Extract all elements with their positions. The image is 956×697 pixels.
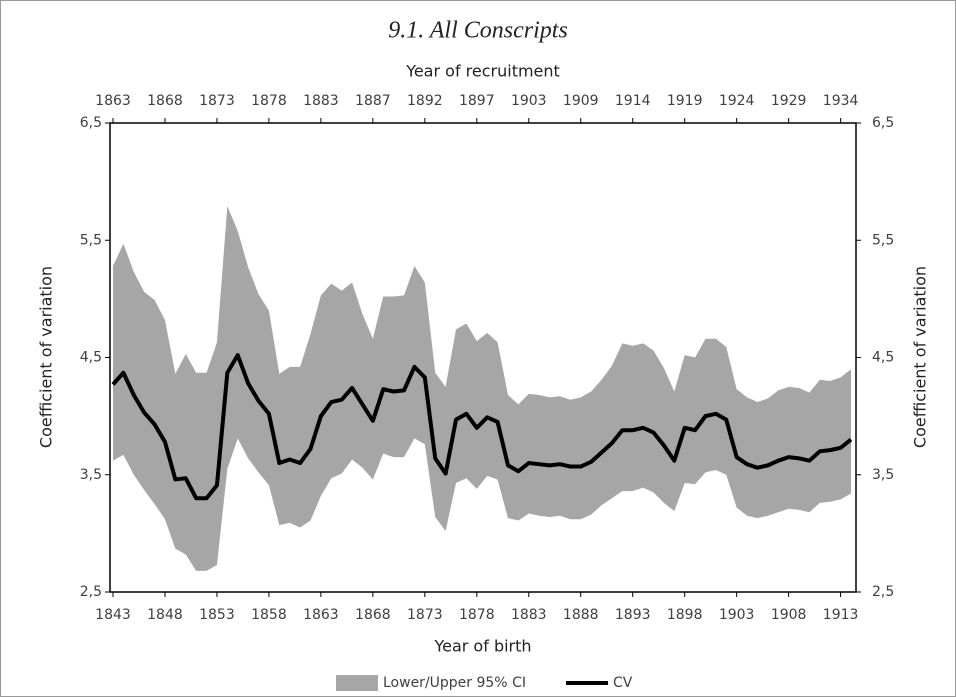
x-tick-label: 1863 <box>303 607 339 623</box>
x2-tick-label: 1934 <box>823 93 859 109</box>
y2-tick-label: 4,5 <box>872 350 894 366</box>
x2-tick-label: 1892 <box>407 93 443 109</box>
y-axis-title: Coefficient of variation <box>37 266 56 448</box>
chart-title: 9.1. All Conscripts <box>388 18 568 44</box>
ci-band <box>113 206 851 571</box>
x2-tick-label: 1878 <box>251 93 287 109</box>
y2-tick-label: 3,5 <box>872 467 894 483</box>
x2-tick-label: 1873 <box>199 93 235 109</box>
x2-tick-label: 1914 <box>615 93 651 109</box>
x-tick-label: 1893 <box>615 607 651 623</box>
x2-tick-label: 1863 <box>95 93 131 109</box>
x2-tick-label: 1887 <box>355 93 391 109</box>
x-tick-label: 1913 <box>823 607 859 623</box>
x-tick-label: 1858 <box>251 607 287 623</box>
y-tick-label: 5,5 <box>80 232 102 248</box>
y-tick-label: 3,5 <box>80 467 102 483</box>
x-tick-label: 1843 <box>95 607 131 623</box>
x-tick-label: 1873 <box>407 607 443 623</box>
x2-axis-title: Year of recruitment <box>405 62 560 81</box>
y2-tick-label: 5,5 <box>872 232 894 248</box>
x2-tick-label: 1909 <box>563 93 599 109</box>
x-tick-label: 1878 <box>459 607 495 623</box>
x2-tick-label: 1883 <box>303 93 339 109</box>
x-tick-label: 1883 <box>511 607 547 623</box>
legend-swatch <box>336 675 378 691</box>
x-tick-label: 1908 <box>771 607 807 623</box>
legend-label: CV <box>613 675 633 691</box>
x-axis-title: Year of birth <box>433 637 531 656</box>
x2-tick-label: 1929 <box>771 93 807 109</box>
y-tick-label: 6,5 <box>80 115 102 131</box>
y-tick-label: 4,5 <box>80 350 102 366</box>
x2-tick-label: 1924 <box>719 93 755 109</box>
x-tick-label: 1888 <box>563 607 599 623</box>
x2-tick-label: 1868 <box>147 93 183 109</box>
x-tick-label: 1853 <box>199 607 235 623</box>
y2-tick-label: 2,5 <box>872 584 894 600</box>
x2-tick-label: 1903 <box>511 93 547 109</box>
y2-tick-label: 6,5 <box>872 115 894 131</box>
x-tick-label: 1848 <box>147 607 183 623</box>
x-tick-label: 1868 <box>355 607 391 623</box>
cv-line <box>111 353 853 501</box>
legend-label: Lower/Upper 95% CI <box>383 675 526 691</box>
x2-tick-label: 1897 <box>459 93 495 109</box>
y2-axis-title: Coefficient of variation <box>911 266 930 448</box>
x-tick-label: 1903 <box>719 607 755 623</box>
y-tick-label: 2,5 <box>80 584 102 600</box>
x-tick-label: 1898 <box>667 607 703 623</box>
x2-tick-label: 1919 <box>667 93 703 109</box>
